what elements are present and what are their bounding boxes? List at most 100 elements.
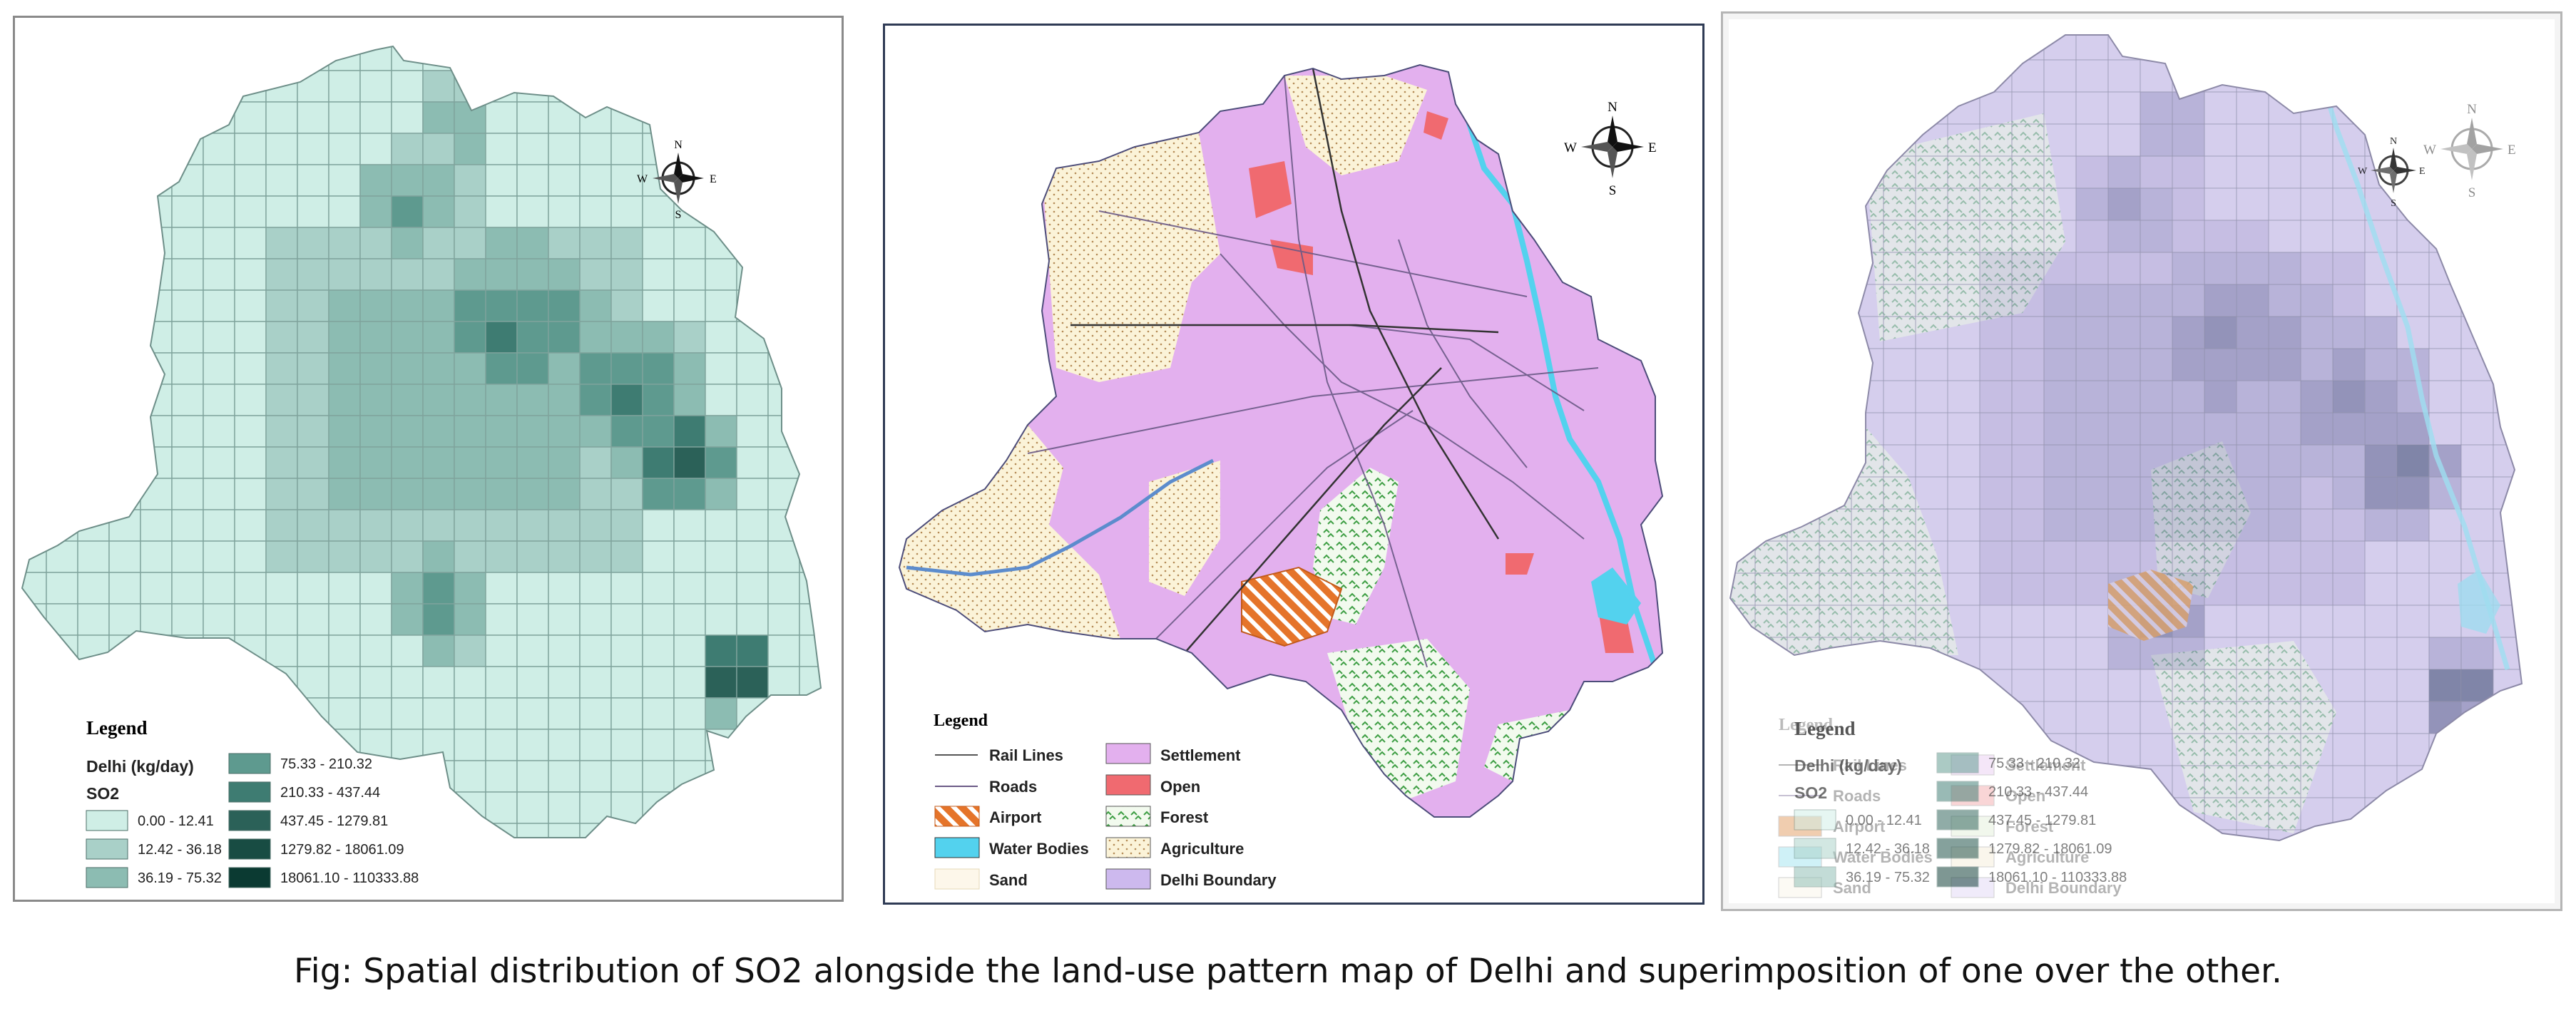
overlay-grid-cell [2332,476,2366,510]
overlay-grid-cell [1819,59,1852,93]
overlay-grid-cell [2107,733,2141,766]
overlay-grid-cell [2236,540,2269,574]
so2-grid-cell [485,164,518,197]
overlay-grid-cell [1819,155,1852,189]
so2-grid-cell [799,603,821,636]
so2-grid-cell [22,258,47,291]
overlay-grid-cell [2268,669,2301,702]
settlement-swatch [1105,743,1151,764]
overlay-so2-swatch [1794,866,1836,888]
so2-grid-cell [736,634,769,667]
overlay-legend: Legend Legend Rail Lines Roads Airport Wate… [1778,716,2127,898]
so2-legend-swatch [228,781,271,803]
so2-grid-cell [422,352,455,385]
so2-grid-cell [171,70,204,103]
so2-grid-cell [705,133,737,165]
so2-grid-cell [579,603,612,636]
overlay-grid-cell [1754,540,1788,574]
so2-grid-cell [454,823,486,838]
overlay-grid-cell [1754,348,1788,381]
so2-grid-cell [610,321,643,354]
so2-grid-cell [767,823,800,838]
overlay-grid-cell [1730,829,1756,840]
overlay-grid-cell [1979,59,2013,93]
overlay-grid-cell [2460,701,2494,734]
overlay-grid-cell [2107,316,2141,349]
so2-grid-cell [297,634,329,667]
so2-grid-cell [516,509,549,542]
overlay-grid-cell [1915,348,1948,381]
overlay-grid-cell [2075,637,2109,670]
so2-grid-cell [516,46,549,71]
overlay-grid-cell [2300,284,2334,317]
so2-grid-cell [485,760,518,793]
overlay-grid-cell [2107,284,2141,317]
overlay-so2-swatch [1936,838,1979,859]
overlay-grid-cell [1979,284,2013,317]
so2-grid-cell [767,289,800,322]
overlay-grid-cell [1730,765,1756,798]
so2-grid-cell [610,634,643,667]
overlay-grid-cell [2075,540,2109,574]
overlay-grid-cell [1979,701,2013,734]
water-bodies-swatch [934,837,980,858]
so2-grid-cell [297,227,329,259]
so2-legend-swatch [86,867,128,888]
so2-grid-cell [391,603,424,636]
so2-grid-cell [359,415,392,448]
overlay-grid-cell [1787,572,1820,606]
overlay-grid-cell [2300,797,2334,831]
so2-grid-cell [234,509,267,542]
so2-grid-cell [736,46,769,71]
so2-grid-cell [642,321,675,354]
overlay-grid-cell [2332,220,2366,253]
so2-grid-cell [767,70,800,103]
overlay-grid-cell [2172,187,2205,221]
overlay-grid-cell [2332,669,2366,702]
so2-grid-cell [610,195,643,228]
so2-grid-cell [705,697,737,730]
so2-grid-cell [77,572,110,605]
overlay-grid-cell [2268,348,2301,381]
so2-grid-cell [767,760,800,793]
so2-grid-cell [265,321,298,354]
overlay-forest-south [2151,641,2336,833]
overlay-grid-cell [1730,252,1756,285]
so2-grid-cell [203,195,235,228]
so2-grid-cell [203,384,235,416]
so2-grid-cell [485,791,518,824]
overlay-grid-cell [2460,187,2494,221]
so2-grid-cell [203,164,235,197]
so2-grid-cell [140,195,173,228]
so2-grid-cell [297,415,329,448]
overlay-grid-cell [2236,380,2269,413]
so2-grid-cell [108,164,141,197]
so2-grid-cell [454,791,486,824]
so2-legend-label: 0.00 - 12.41 [138,813,214,829]
so2-grid-cell [799,258,821,291]
so2-grid-cell [203,509,235,542]
overlay-grid-cell [2332,348,2366,381]
overlay-grid-cell [2332,540,2366,574]
so2-grid-cell [579,697,612,730]
compass-north-label: N [1608,100,1617,115]
so2-grid-cell [46,164,78,197]
airport-swatch [934,806,980,827]
so2-grid-cell [77,227,110,259]
so2-grid-cell [673,70,706,103]
so2-legend: Legend Delhi (kg/day) SO2 0.00 - 12.41 12… [86,717,419,888]
so2-grid-cell [485,352,518,385]
so2-grid-cell [485,289,518,322]
overlay-grid-cell [1947,187,1980,221]
so2-grid-cell [171,415,204,448]
so2-grid-cell [234,446,267,479]
overlay-grid-cell [2172,155,2205,189]
so2-grid-cell [171,195,204,228]
overlay-grid-cell [2107,91,2141,125]
so2-grid-cell [767,195,800,228]
overlay-grid-cell [1819,412,1852,446]
overlay-grid-cell [2332,284,2366,317]
so2-grid-cell [297,697,329,730]
so2-grid-cell [108,540,141,573]
so2-grid-cell [767,697,800,730]
